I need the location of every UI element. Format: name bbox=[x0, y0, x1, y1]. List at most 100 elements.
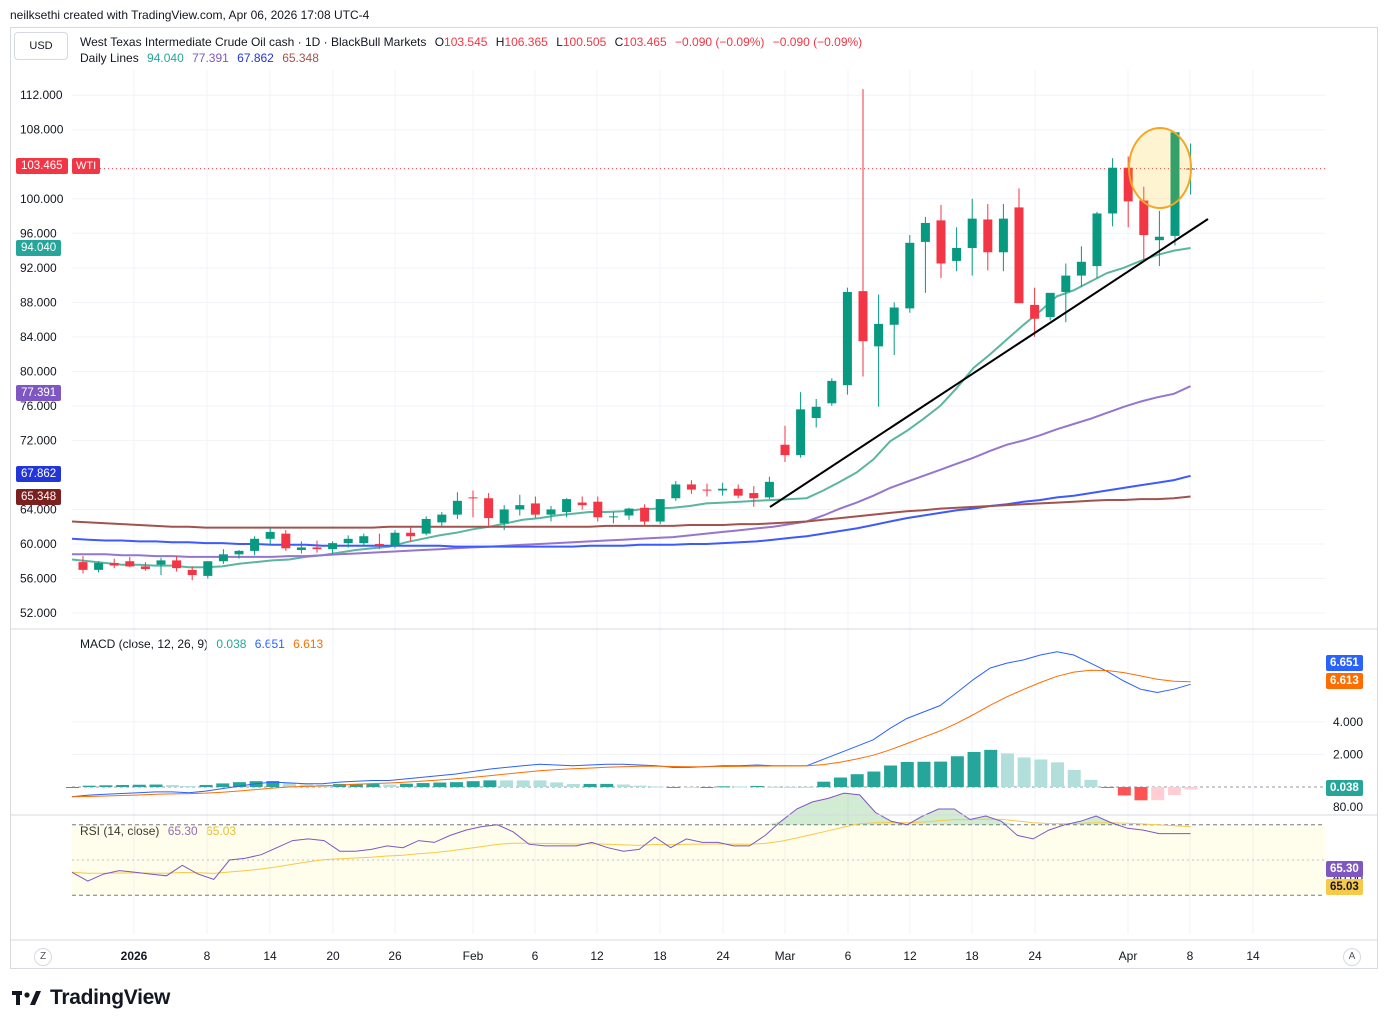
y-tick-label: 112.000 bbox=[20, 88, 63, 102]
candle-body bbox=[967, 218, 977, 248]
macd-histogram-bar bbox=[1151, 787, 1165, 801]
candle-body bbox=[515, 505, 525, 510]
macd-histogram-bar bbox=[516, 780, 530, 787]
candle-body bbox=[920, 222, 930, 242]
y-tick-label: 84.000 bbox=[20, 330, 57, 344]
candle-body bbox=[218, 554, 228, 562]
rsi-overbought-fill bbox=[954, 808, 971, 825]
rsi-y-tick-label: 80.00 bbox=[1333, 800, 1363, 814]
rsi-overbought-fill bbox=[1001, 821, 1018, 825]
macd-histogram-bar bbox=[884, 765, 898, 787]
candle-body bbox=[312, 547, 322, 550]
signal-right-tag: 6.613 bbox=[1326, 673, 1363, 689]
rsi-label[interactable]: RSI (14, close) bbox=[80, 824, 159, 838]
x-tick-label: 12 bbox=[903, 949, 917, 963]
candle-body bbox=[1061, 275, 1071, 292]
ohlc-open: O103.545 bbox=[434, 35, 488, 49]
candle-body bbox=[796, 409, 806, 456]
candle-body bbox=[1154, 236, 1164, 241]
macd-histogram-bar bbox=[1067, 769, 1081, 787]
candle-body bbox=[842, 291, 852, 386]
macd-histogram-bar bbox=[566, 783, 580, 787]
rsi-ma-line bbox=[71, 818, 1191, 874]
candle-body bbox=[546, 509, 556, 515]
x-tick-label: 24 bbox=[1028, 949, 1042, 963]
x-tick-label: 26 bbox=[388, 949, 402, 963]
candle-body bbox=[172, 560, 182, 569]
macd-histogram-bar bbox=[1017, 757, 1031, 787]
macd-histogram-bar bbox=[116, 784, 130, 787]
macd-histogram-bar bbox=[616, 784, 630, 787]
x-tick-label: 6 bbox=[845, 949, 852, 963]
macd-histogram-bar bbox=[449, 782, 463, 787]
x-tick-label: 14 bbox=[1246, 949, 1260, 963]
tradingview-logo-icon bbox=[12, 991, 41, 1005]
candle-body bbox=[359, 536, 369, 544]
macd-label[interactable]: MACD (close, 12, 26, 9) bbox=[80, 637, 209, 651]
candle-body bbox=[234, 550, 244, 555]
macd-histogram-bar bbox=[1167, 787, 1181, 795]
candle-body bbox=[187, 569, 197, 576]
y-tick-label: 52.000 bbox=[20, 606, 57, 620]
symbol-title[interactable]: West Texas Intermediate Crude Oil cash ·… bbox=[80, 35, 427, 49]
macd-histogram-bar bbox=[667, 787, 681, 788]
macd-histogram-bar bbox=[900, 761, 914, 787]
ohlc-high: H106.365 bbox=[495, 35, 548, 49]
macd-histogram-bar bbox=[132, 784, 146, 787]
macd-histogram-bar bbox=[934, 761, 948, 787]
candle-body bbox=[390, 532, 400, 546]
zoom-reset-button[interactable]: Z bbox=[34, 948, 52, 966]
macd-histogram-bar bbox=[600, 783, 614, 787]
y-tick-label: 92.000 bbox=[20, 261, 57, 275]
rsi-overbought-fill bbox=[922, 808, 939, 825]
candle-body bbox=[936, 220, 946, 264]
macd-histogram-bar bbox=[99, 785, 113, 787]
line-value-4: 65.348 bbox=[282, 51, 319, 65]
macd-histogram-bar bbox=[533, 780, 547, 787]
macd-histogram-bar bbox=[850, 774, 864, 787]
macd-histogram-bar bbox=[650, 786, 664, 788]
macd-histogram-bar bbox=[182, 786, 196, 788]
rsi-overbought-fill bbox=[859, 794, 876, 825]
rsi-legend: RSI (14, close) 65.30 65.03 bbox=[80, 824, 241, 838]
macd-histogram-bar bbox=[984, 749, 998, 787]
ohlc-change: −0.090 (−0.09%) bbox=[675, 35, 765, 49]
symbol-tag: WTI bbox=[72, 158, 101, 174]
macd-histogram-bar bbox=[550, 782, 564, 787]
candle-body bbox=[874, 323, 884, 347]
candle-body bbox=[484, 498, 494, 519]
y-tick-label: 100.000 bbox=[20, 192, 64, 206]
lines-label[interactable]: Daily Lines bbox=[80, 51, 139, 65]
auto-scale-button[interactable]: A bbox=[1343, 948, 1361, 966]
macd-pane bbox=[66, 651, 1198, 801]
chart-frame bbox=[10, 27, 1378, 969]
rsi-overbought-fill bbox=[875, 812, 892, 825]
x-tick-label: 24 bbox=[716, 949, 730, 963]
ma3-price-tag: 67.862 bbox=[16, 466, 62, 482]
candle-body bbox=[374, 543, 384, 546]
macd-histogram-bar bbox=[733, 786, 747, 788]
candle-body bbox=[764, 481, 774, 498]
currency-button[interactable]: USD bbox=[14, 32, 68, 60]
macd-histogram-bar bbox=[299, 784, 313, 787]
x-tick-label: Apr bbox=[1119, 949, 1138, 963]
macd-histogram-bar bbox=[483, 780, 497, 787]
macd-histogram-bar bbox=[750, 785, 764, 787]
macd-histogram-bar bbox=[349, 783, 363, 787]
macd-histogram-bar bbox=[1134, 787, 1148, 801]
candle-body bbox=[655, 499, 665, 522]
candle-body bbox=[640, 507, 650, 522]
macd-histogram-bar bbox=[1101, 787, 1115, 788]
macd-histogram-bar bbox=[216, 783, 230, 787]
candle-body bbox=[718, 488, 728, 491]
macd-histogram-bar bbox=[199, 784, 213, 787]
x-tick-label: 20 bbox=[326, 949, 340, 963]
candle-body bbox=[109, 562, 119, 566]
candle-body bbox=[156, 560, 166, 565]
macd-histogram-bar bbox=[66, 787, 79, 788]
hist-right-tag: 0.038 bbox=[1326, 780, 1363, 796]
candle-body bbox=[1170, 132, 1180, 236]
macd-histogram-bar bbox=[366, 783, 380, 787]
y-tick-label: 72.000 bbox=[20, 433, 57, 447]
